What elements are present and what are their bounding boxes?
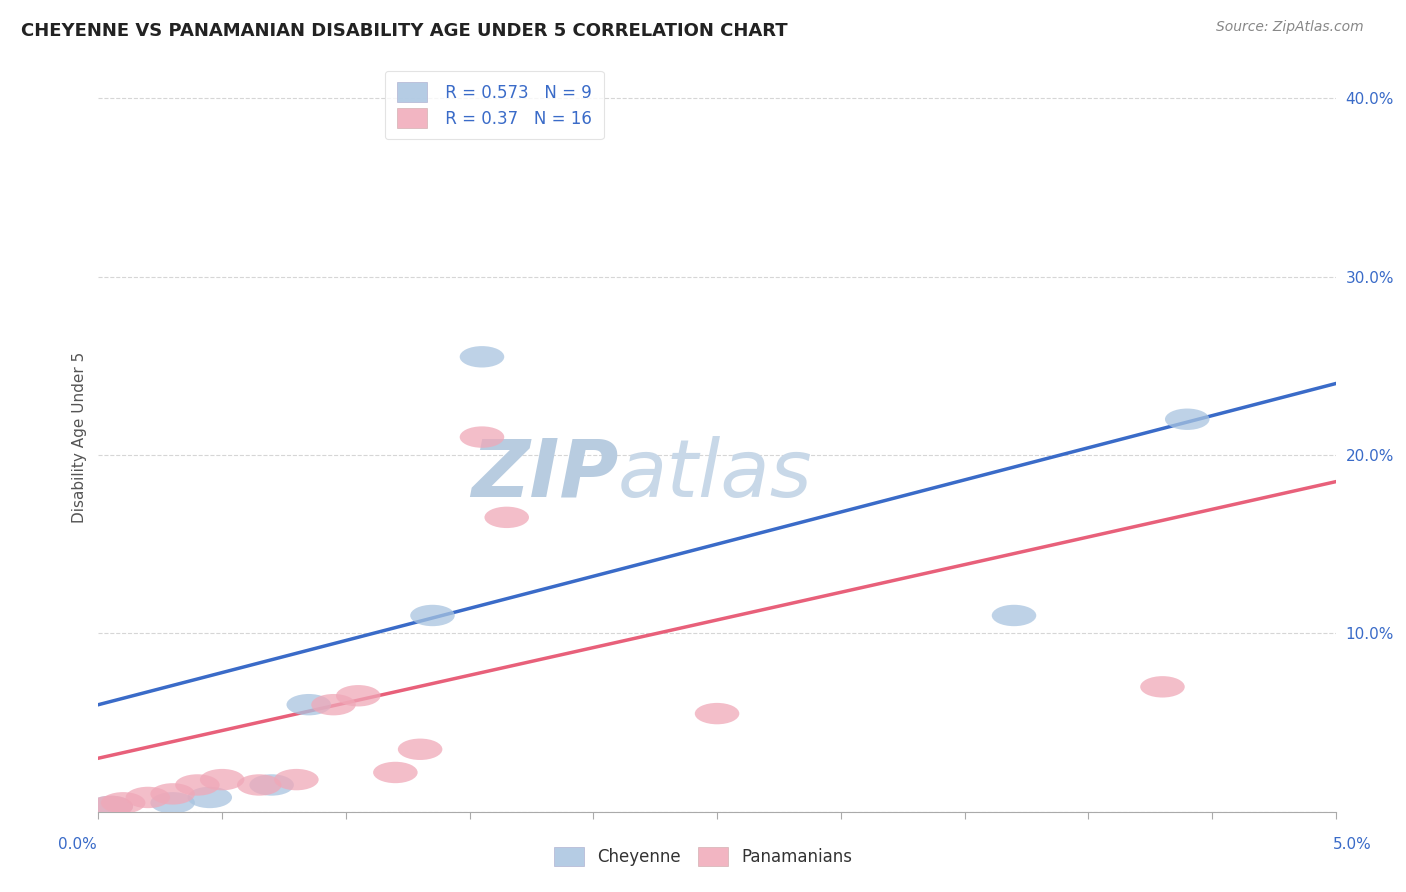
Ellipse shape [460,346,505,368]
Ellipse shape [176,774,219,796]
Text: ZIP: ZIP [471,435,619,514]
Text: 0.0%: 0.0% [58,838,97,852]
Ellipse shape [101,792,145,814]
Legend: Cheyenne, Panamanians: Cheyenne, Panamanians [546,838,860,875]
Ellipse shape [125,787,170,808]
Ellipse shape [991,605,1036,626]
Text: 5.0%: 5.0% [1333,838,1372,852]
Text: CHEYENNE VS PANAMANIAN DISABILITY AGE UNDER 5 CORRELATION CHART: CHEYENNE VS PANAMANIAN DISABILITY AGE UN… [21,22,787,40]
Legend:  R = 0.573   N = 9,  R = 0.37   N = 16: R = 0.573 N = 9, R = 0.37 N = 16 [385,70,603,139]
Ellipse shape [1140,676,1185,698]
Ellipse shape [200,769,245,790]
Ellipse shape [336,685,381,706]
Ellipse shape [274,769,319,790]
Ellipse shape [460,426,505,448]
Ellipse shape [89,796,134,817]
Ellipse shape [695,703,740,724]
Ellipse shape [287,694,330,715]
Ellipse shape [187,787,232,808]
Ellipse shape [398,739,443,760]
Ellipse shape [249,774,294,796]
Text: atlas: atlas [619,435,813,514]
Ellipse shape [411,605,454,626]
Ellipse shape [373,762,418,783]
Ellipse shape [311,694,356,715]
Ellipse shape [1166,409,1209,430]
Ellipse shape [150,783,195,805]
Ellipse shape [150,792,195,814]
Text: Source: ZipAtlas.com: Source: ZipAtlas.com [1216,20,1364,34]
Ellipse shape [485,507,529,528]
Y-axis label: Disability Age Under 5: Disability Age Under 5 [72,351,87,523]
Ellipse shape [89,796,134,817]
Ellipse shape [238,774,281,796]
